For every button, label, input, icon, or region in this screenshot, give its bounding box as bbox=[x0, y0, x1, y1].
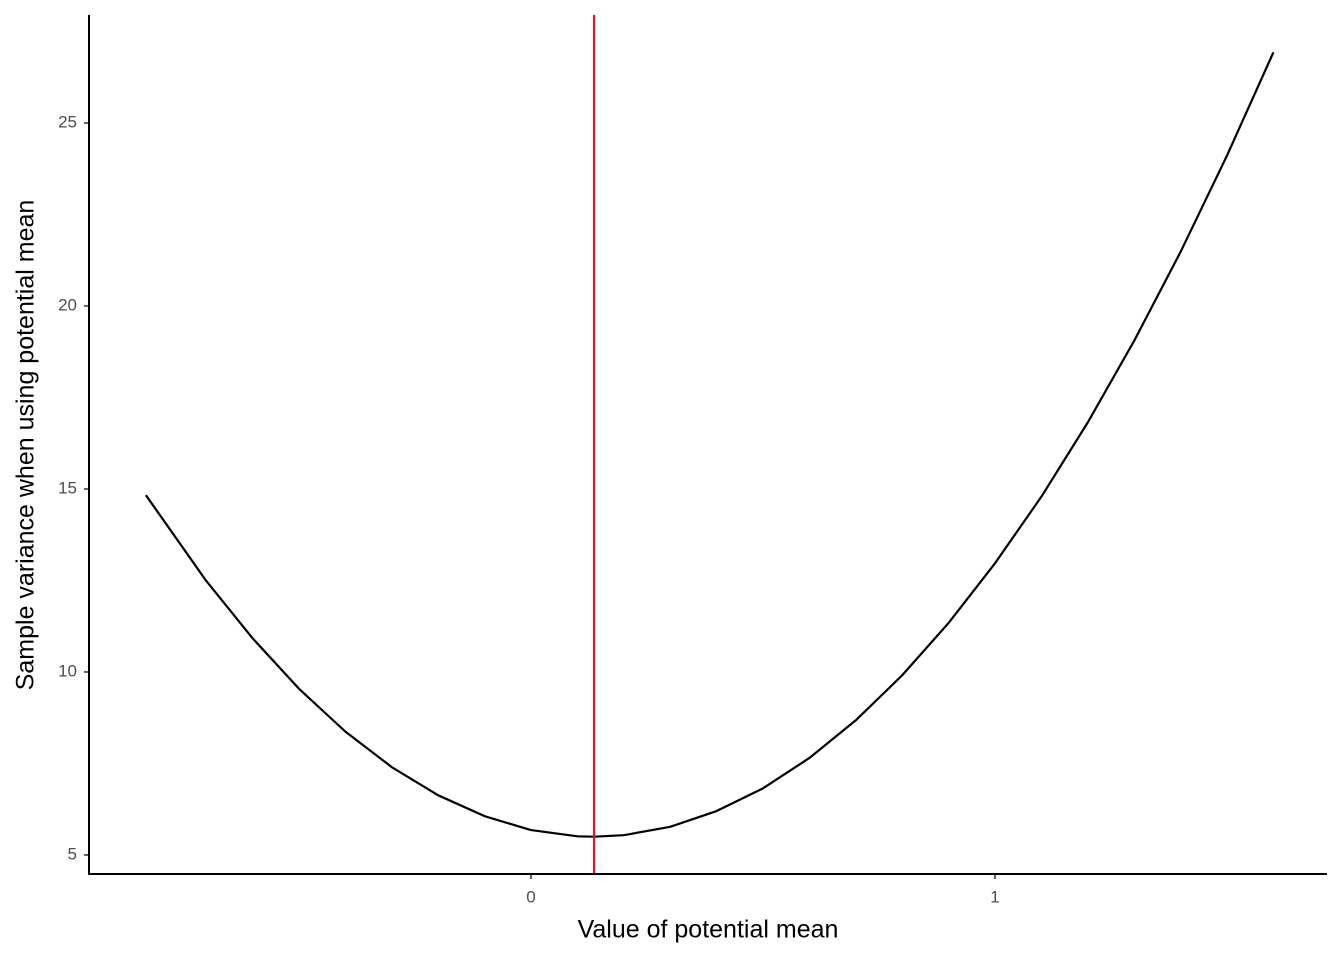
y-tick-label: 20 bbox=[58, 295, 77, 314]
x-tick-label: 1 bbox=[990, 887, 999, 906]
line-series bbox=[144, 51, 1275, 838]
x-tick-label: 0 bbox=[526, 887, 535, 906]
y-tick-label: 25 bbox=[58, 112, 77, 131]
x-axis-title: Value of potential mean bbox=[578, 916, 839, 944]
y-axis-title: Sample variance when using potential mea… bbox=[12, 200, 40, 691]
y-tick-label: 5 bbox=[68, 844, 77, 863]
y-tick-label: 15 bbox=[58, 478, 77, 497]
y-tick-label: 10 bbox=[58, 661, 77, 680]
